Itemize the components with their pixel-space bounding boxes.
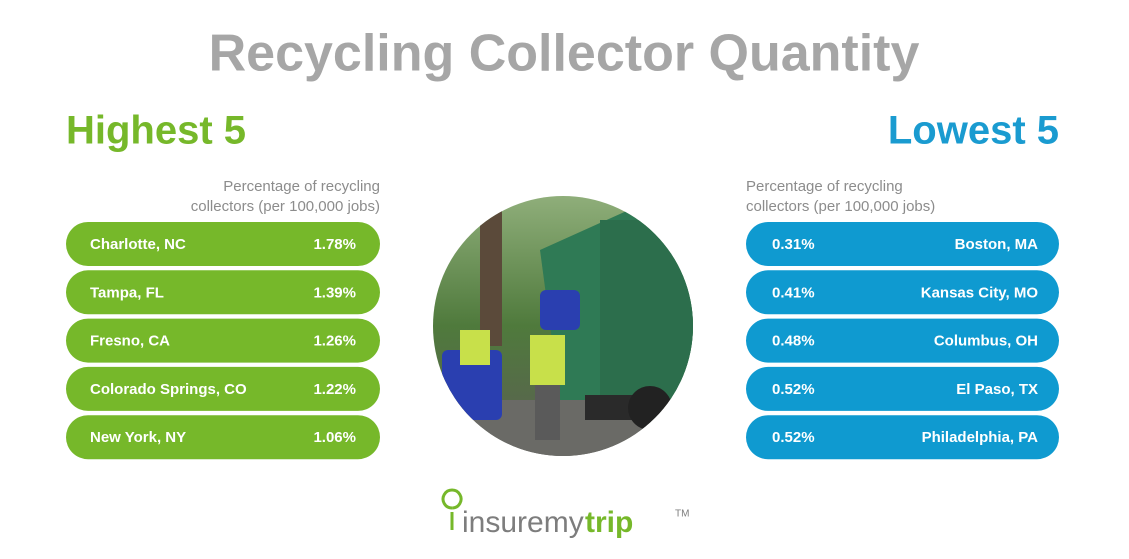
city-name: Tampa, FL (90, 284, 164, 301)
row-pill (746, 270, 1059, 315)
row-pill (66, 415, 380, 460)
row-pill (66, 222, 380, 266)
city-name: Boston, MA (955, 236, 1038, 253)
row-pill (66, 270, 380, 315)
city-name: Fresno, CA (90, 333, 170, 350)
row-value: 0.41% (772, 284, 815, 301)
row-value: 0.48% (772, 333, 815, 350)
city-name: New York, NY (90, 429, 186, 446)
row-value: 1.78% (313, 236, 356, 253)
row-value: 1.26% (313, 333, 356, 350)
row-value: 0.52% (772, 429, 815, 446)
logo: insuremy trip TM (441, 488, 689, 539)
city-name: Columbus, OH (934, 333, 1038, 350)
caption-line: Percentage of recycling (223, 178, 380, 195)
row-value: 1.22% (313, 381, 356, 398)
row-value: 1.39% (313, 284, 356, 301)
row-value: 0.31% (772, 236, 815, 253)
row-pill (746, 222, 1059, 266)
caption-line: Percentage of recycling (746, 178, 903, 195)
page-title: Recycling Collector Quantity (209, 25, 920, 83)
photo (433, 196, 693, 456)
row-pill (66, 366, 380, 411)
highest-heading: Highest 5 (66, 109, 246, 153)
logo-accent: trip (585, 506, 633, 539)
row-pill (746, 415, 1059, 460)
row-value: 0.52% (772, 381, 815, 398)
city-name: El Paso, TX (956, 381, 1038, 398)
row-pill (746, 366, 1059, 411)
caption-line: collectors (per 100,000 jobs) (746, 198, 935, 215)
lowest-heading: Lowest 5 (888, 109, 1059, 153)
row-value: 1.06% (313, 429, 356, 446)
row-pill (746, 318, 1059, 363)
logo-main: insuremy (462, 506, 584, 539)
city-name: Kansas City, MO (921, 284, 1039, 301)
city-name: Philadelphia, PA (922, 429, 1039, 446)
city-name: Charlotte, NC (90, 236, 186, 253)
row-pill (66, 318, 380, 363)
logo-mark: TM (675, 509, 689, 520)
city-name: Colorado Springs, CO (90, 381, 247, 398)
caption-line: collectors (per 100,000 jobs) (191, 198, 380, 215)
